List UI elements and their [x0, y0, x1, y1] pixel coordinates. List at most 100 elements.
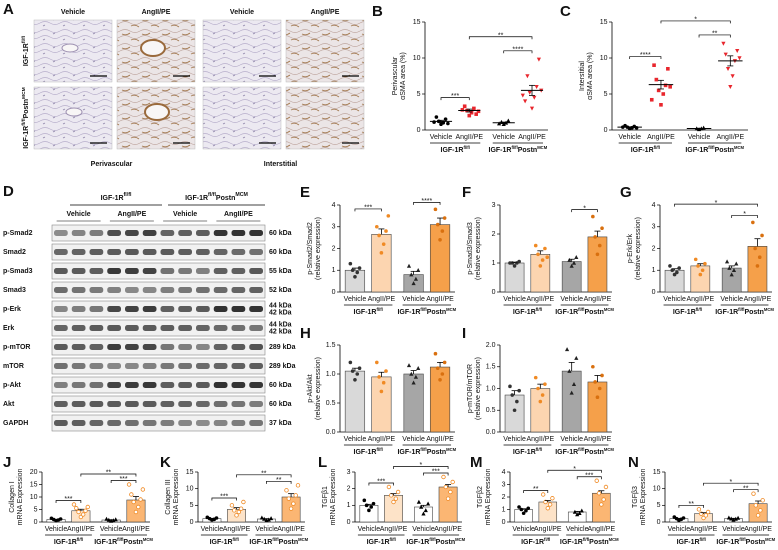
band [89, 363, 104, 369]
band [89, 420, 104, 426]
group-label: IGF-1Rfl/flPostnMCM [685, 145, 744, 154]
point [521, 511, 526, 516]
point [696, 264, 700, 268]
point [569, 390, 574, 395]
group-label: IGF-1Rfl/flPostnMCM [555, 307, 614, 316]
point [140, 487, 146, 492]
point [501, 122, 506, 127]
point [357, 366, 362, 371]
kda-label: 44 kDa [269, 321, 292, 328]
point [567, 368, 572, 373]
point [723, 52, 728, 57]
point [131, 499, 136, 505]
category-label: Vehicle [503, 296, 526, 303]
band [196, 344, 210, 350]
point [728, 85, 733, 89]
point [425, 501, 431, 506]
band [125, 287, 139, 293]
text-part: IGF-1R [555, 449, 578, 456]
point [594, 478, 599, 483]
y-tick-label: 10 [653, 486, 661, 493]
category-label: Vehicle [560, 296, 583, 303]
point [545, 506, 550, 511]
group-label: IGF-1Rfl/fl [673, 307, 702, 316]
text-part: MCM [446, 307, 457, 312]
bar [748, 503, 768, 523]
point [391, 499, 396, 505]
y-tick-label: 0 [332, 289, 336, 296]
y-tick-label: 3 [502, 481, 506, 488]
point [440, 229, 445, 233]
blot-strip [51, 262, 266, 280]
band [196, 363, 210, 369]
significance-bracket [703, 482, 759, 486]
text-part: MCM [609, 537, 620, 542]
band [89, 249, 104, 255]
point [577, 511, 582, 516]
y-tick-label: 10 [30, 494, 38, 501]
bar [429, 366, 451, 433]
significance-label: **** [512, 46, 523, 53]
panel-letter: K [160, 454, 171, 471]
panel-letter: F [462, 184, 471, 201]
category-label: AngII/PE [686, 296, 714, 303]
text-part: fl/fl [708, 145, 714, 150]
text-part: IGF-1R [715, 309, 738, 316]
significance-bracket [354, 208, 382, 212]
point [677, 266, 681, 270]
group-label: IGF-1Rfl/fl [367, 537, 396, 546]
band [107, 268, 121, 274]
point [527, 90, 532, 95]
text-part: fl/fl [739, 537, 745, 542]
point [433, 351, 438, 356]
band [142, 306, 157, 312]
histology-image [285, 19, 365, 83]
band [71, 344, 86, 350]
category-label: Vehicle [560, 436, 583, 443]
band [213, 382, 228, 388]
band [178, 230, 192, 236]
blot-strip [51, 224, 266, 242]
category-label: Vehicle [402, 296, 425, 303]
point [268, 516, 274, 521]
panel-letter: M [470, 454, 483, 471]
y-tick-label: 0 [190, 519, 194, 526]
category-label: Vehicle [412, 526, 435, 533]
point [698, 272, 703, 277]
condition-label: AngII/PE [117, 211, 146, 218]
point [409, 371, 414, 376]
histology-image [202, 86, 282, 150]
point [474, 112, 478, 116]
category-label: Vehicle [668, 526, 691, 533]
point [472, 106, 476, 111]
band [107, 420, 121, 426]
kda-label: 37 kDa [269, 420, 292, 427]
point [757, 255, 762, 259]
category-label: AngII/PE [744, 296, 772, 303]
band [178, 268, 192, 274]
bar [690, 265, 711, 293]
band [213, 344, 228, 350]
point [393, 496, 399, 501]
point [367, 508, 371, 513]
band [196, 287, 210, 293]
significance-label: * [419, 462, 422, 469]
band [107, 287, 121, 293]
band [107, 325, 121, 331]
significance-label: *** [585, 472, 593, 479]
text-part: fl/fl [208, 192, 216, 198]
bar [538, 501, 558, 523]
kda-label: 60 kDa [269, 401, 292, 408]
group-label: IGF-1Rfl/flPostnMCM [555, 447, 614, 456]
point [350, 369, 355, 373]
text-part: fl/fl [738, 307, 744, 312]
y-tick-label: 15 [30, 481, 38, 488]
band [107, 344, 121, 350]
band [160, 249, 175, 255]
histology-image [33, 86, 113, 150]
text-part: fl/fl [536, 307, 542, 312]
text-part: IGF-1R [210, 539, 233, 546]
point [379, 251, 384, 255]
text-part: IGF-1R [555, 309, 578, 316]
text-part: Postn [584, 309, 603, 316]
